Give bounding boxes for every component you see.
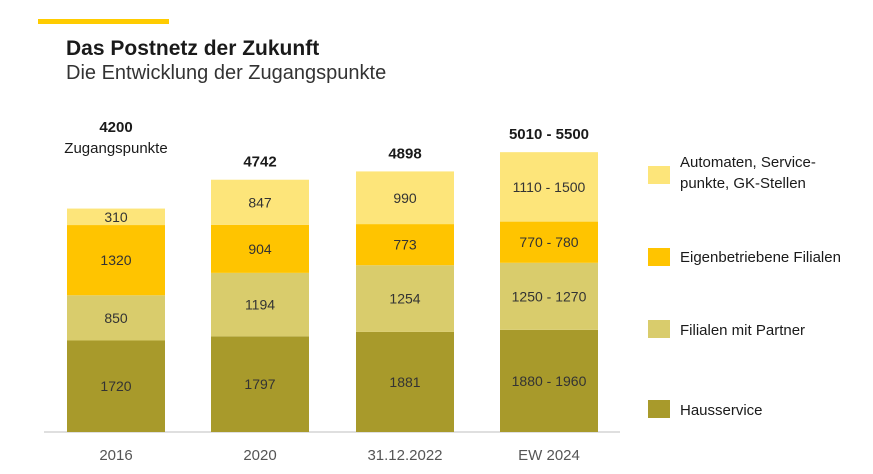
bar-segment-3-2 — [211, 224, 309, 273]
total-label: 4200 — [99, 119, 132, 136]
data-label: 1881 — [389, 374, 420, 390]
data-label: 1254 — [389, 291, 420, 307]
total-label: 4742 — [243, 154, 276, 171]
data-label: 1110 - 1500 — [513, 179, 586, 195]
data-label: 850 — [104, 310, 128, 326]
x-tick-label: 2016 — [99, 447, 132, 464]
bar-segment-1-3 — [356, 331, 454, 432]
data-label: 770 - 780 — [519, 234, 578, 250]
bar-segment-2-2 — [211, 272, 309, 337]
data-label: 1194 — [245, 297, 275, 313]
data-label: 1880 - 1960 — [512, 373, 587, 389]
data-label: 1797 — [244, 376, 275, 392]
legend-swatch — [648, 248, 670, 266]
data-label: 310 — [104, 209, 128, 225]
bar-segment-4-4 — [500, 152, 598, 222]
total-note: Zugangspunkte — [64, 140, 167, 157]
bar-segment-2-4 — [500, 262, 598, 330]
data-label: 847 — [248, 194, 272, 210]
bar-segment-4-2 — [211, 179, 309, 225]
total-label: 5010 - 5500 — [509, 126, 589, 143]
total-label: 4898 — [388, 145, 421, 162]
chart-title: Das Postnetz der Zukunft — [66, 37, 320, 60]
data-label: 904 — [248, 241, 272, 257]
x-tick-label: 2020 — [243, 447, 276, 464]
legend-swatch — [648, 320, 670, 338]
bar-segment-2-3 — [356, 265, 454, 332]
chart-subtitle: Die Entwicklung der Zugangspunkte — [66, 62, 387, 84]
legend-swatch — [648, 400, 670, 418]
bar-segment-3-4 — [500, 221, 598, 263]
x-tick-label: EW 2024 — [518, 447, 580, 464]
bar-segment-4-3 — [356, 171, 454, 225]
legend-swatch — [648, 166, 670, 184]
legend-label: Eigenbetriebene Filialen — [680, 249, 841, 266]
data-label: 1720 — [100, 378, 131, 394]
bar-segment-1-1 — [67, 340, 165, 432]
legend-label: Automaten, Service- punkte, GK-Stellen — [680, 154, 816, 192]
accent-bar — [38, 19, 169, 24]
bar-segment-1-2 — [211, 336, 309, 432]
data-label: 773 — [393, 237, 417, 253]
bar-segment-2-1 — [67, 295, 165, 341]
x-tick-label: 31.12.2022 — [367, 447, 442, 464]
bar-segment-3-1 — [67, 225, 165, 296]
data-label: 1250 - 1270 — [512, 288, 587, 304]
legend-label: Filialen mit Partner — [680, 322, 806, 339]
data-label: 1320 — [100, 252, 131, 268]
legend-label: Hausservice — [680, 402, 763, 419]
bar-segment-3-3 — [356, 224, 454, 266]
bar-segment-4-1 — [67, 208, 165, 226]
bar-segment-1-4 — [500, 329, 598, 432]
data-label: 990 — [393, 190, 417, 206]
